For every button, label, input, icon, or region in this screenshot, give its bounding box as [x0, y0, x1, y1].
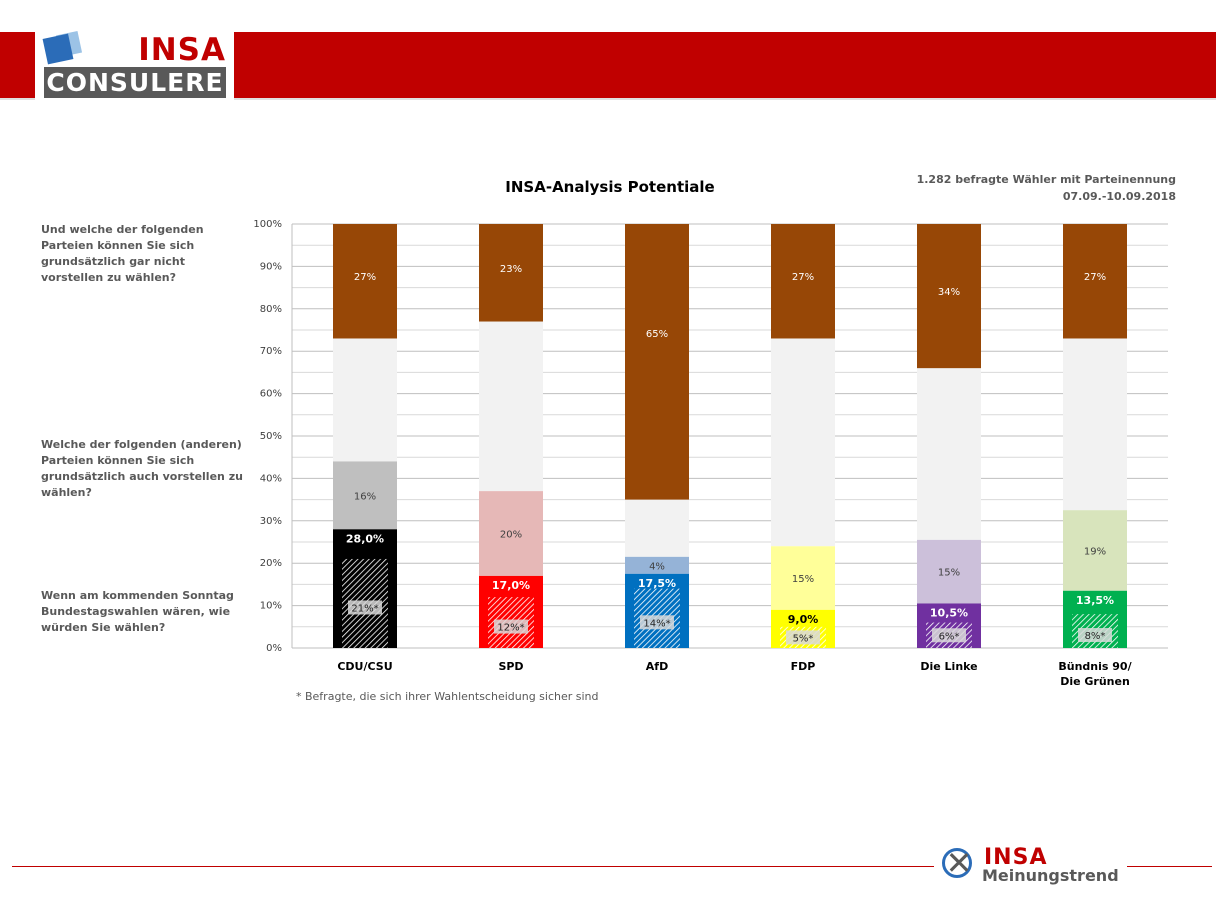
sure-label-box: [786, 630, 820, 645]
potential-label: 4%: [649, 561, 665, 572]
vote-label: 28,0%: [346, 532, 384, 545]
sure-label-box: [640, 615, 674, 630]
y-tick-label: 50%: [260, 431, 282, 442]
question-vote: Wenn am kommenden Sonntag Bundestagswahl…: [41, 589, 234, 634]
footer-divider-right: [1127, 866, 1212, 867]
potential-label: 19%: [1084, 546, 1106, 557]
bar-segment-rest: [771, 338, 835, 547]
bar-segment-potential: [1063, 510, 1127, 591]
x-category-label: SPD: [498, 660, 523, 673]
vote-label: 13,5%: [1076, 594, 1114, 607]
footer-logo-insa: INSA: [984, 845, 1048, 870]
y-tick-label: 20%: [260, 558, 282, 569]
sure-label: 6%*: [939, 631, 960, 642]
y-tick-label: 80%: [260, 304, 282, 315]
never-label: 27%: [354, 272, 376, 283]
footer-logo-meinungstrend: Meinungstrend: [982, 866, 1119, 885]
vote-label: 9,0%: [788, 613, 819, 626]
bar-segment-potential: [917, 539, 981, 604]
sure-label-box: [932, 628, 966, 643]
sure-label: 21%*: [351, 603, 378, 614]
sure-label: 14%*: [643, 618, 670, 629]
sure-label: 12%*: [497, 623, 524, 634]
sure-label: 5%*: [793, 633, 814, 644]
y-tick-label: 10%: [260, 601, 282, 612]
logo-consulere-text: CONSULERE: [44, 67, 226, 98]
bar-segment-never: [771, 224, 835, 339]
logo-insa-text: INSA: [138, 32, 226, 68]
footnote: * Befragte, die sich ihrer Wahlentscheid…: [296, 690, 599, 703]
header-divider: [0, 98, 1216, 100]
x-category-label: Die Grünen: [1060, 675, 1130, 688]
vote-label: 17,5%: [638, 577, 676, 590]
sure-label-box: [348, 600, 382, 615]
bar-segment-potential: [625, 556, 689, 574]
vote-label: 10,5%: [930, 606, 968, 619]
bar-segment-rest: [1063, 338, 1127, 511]
bar-segment-rest: [479, 321, 543, 492]
y-tick-label: 70%: [260, 346, 282, 357]
y-tick-label: 30%: [260, 516, 282, 527]
bar-segment-rest: [917, 368, 981, 540]
y-tick-label: 40%: [260, 473, 282, 484]
survey-meta: 1.282 befragte Wähler mit Parteinennung …: [917, 171, 1176, 205]
bar-segment-potential: [479, 491, 543, 576]
footer-divider-left: [12, 866, 934, 867]
potential-label: 16%: [354, 491, 376, 502]
bar-segment-never: [625, 224, 689, 500]
never-label: 23%: [500, 264, 522, 275]
chart-title: INSA-Analysis Potentiale: [505, 178, 715, 196]
x-category-label: Die Linke: [920, 660, 977, 673]
survey-dates: 07.09.-10.09.2018: [1062, 190, 1176, 203]
y-tick-label: 60%: [260, 389, 282, 400]
bar-segment-never: [479, 224, 543, 322]
vote-label: 17,0%: [492, 579, 530, 592]
question-potential: Welche der folgenden (anderen) Parteien …: [41, 438, 243, 499]
sure-label-box: [494, 619, 528, 634]
sure-label-box: [1078, 628, 1112, 643]
y-tick-label: 90%: [260, 261, 282, 272]
bar-segment-potential: [333, 461, 397, 530]
meinungstrend-logo-circle-icon: [942, 848, 972, 878]
survey-sample: 1.282 befragte Wähler mit Parteinennung: [916, 173, 1176, 186]
bar-segment-rest: [333, 338, 397, 462]
bar-segment-never: [917, 224, 981, 369]
bar-segment-never: [1063, 224, 1127, 339]
meinungstrend-logo-x-icon: ✕: [945, 844, 973, 882]
potential-label: 20%: [500, 530, 522, 541]
y-tick-label: 0%: [266, 643, 282, 654]
sure-label: 8%*: [1085, 631, 1106, 642]
y-tick-label: 100%: [253, 219, 282, 230]
never-label: 65%: [646, 329, 668, 340]
never-label: 27%: [792, 272, 814, 283]
x-category-label: Bündnis 90/: [1058, 660, 1132, 673]
potential-label: 15%: [792, 574, 814, 585]
bar-segment-potential: [771, 546, 835, 610]
question-never: Und welche der folgenden Parteien können…: [41, 223, 204, 284]
x-category-label: CDU/CSU: [337, 660, 392, 673]
x-category-label: AfD: [646, 660, 668, 673]
bar-segment-never: [333, 224, 397, 339]
never-label: 34%: [938, 287, 960, 298]
bar-segment-rest: [625, 499, 689, 557]
never-label: 27%: [1084, 272, 1106, 283]
x-category-label: FDP: [791, 660, 816, 673]
potential-label: 15%: [938, 568, 960, 579]
